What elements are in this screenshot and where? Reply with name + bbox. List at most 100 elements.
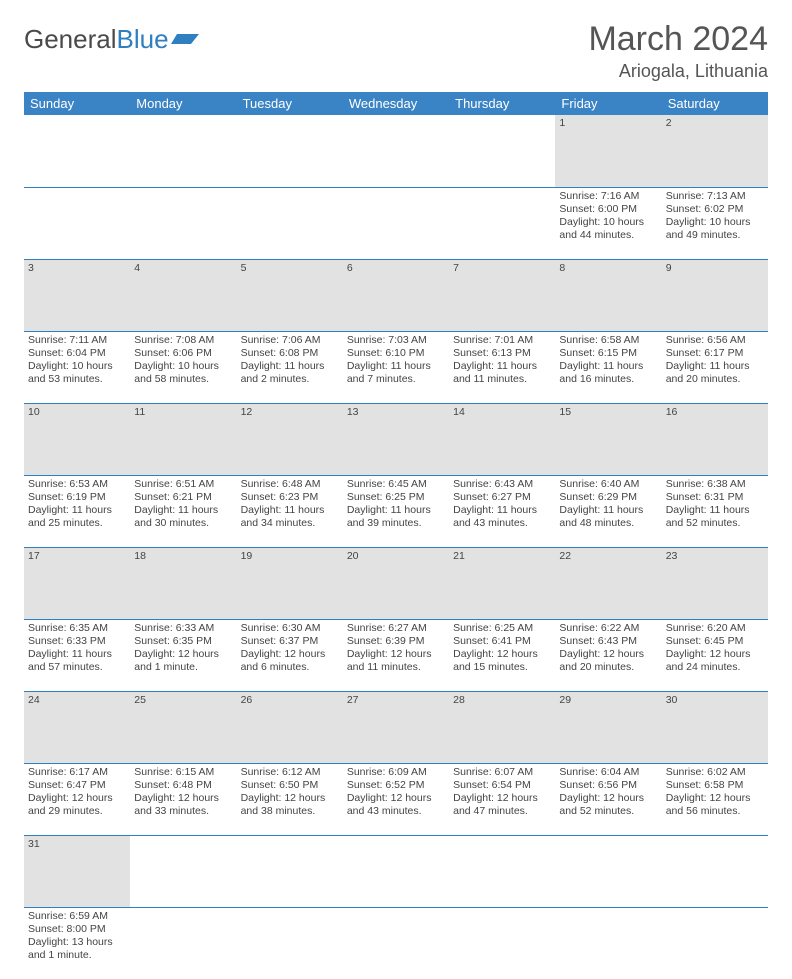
day-detail-cell: Sunrise: 6:15 AMSunset: 6:48 PMDaylight:… [130, 763, 236, 835]
detail-line: Sunrise: 6:53 AM [28, 478, 126, 491]
detail-line: Sunrise: 6:27 AM [347, 622, 445, 635]
detail-line: Sunset: 6:37 PM [241, 635, 339, 648]
detail-line: Sunrise: 7:11 AM [28, 334, 126, 347]
detail-line: Daylight: 10 hours [28, 360, 126, 373]
detail-line: Sunrise: 6:48 AM [241, 478, 339, 491]
detail-line: and 44 minutes. [559, 229, 657, 242]
day-number-cell [449, 835, 555, 907]
day-number-cell: 18 [130, 547, 236, 619]
detail-line: Daylight: 11 hours [559, 360, 657, 373]
detail-line: Daylight: 12 hours [347, 648, 445, 661]
detail-line: Daylight: 12 hours [453, 792, 551, 805]
day-number-cell: 12 [237, 403, 343, 475]
detail-line: Sunrise: 6:56 AM [666, 334, 764, 347]
day-number-row: 3456789 [24, 259, 768, 331]
detail-line: Sunset: 6:10 PM [347, 347, 445, 360]
day-detail-cell [449, 907, 555, 979]
detail-line: Daylight: 12 hours [559, 792, 657, 805]
day-number-cell: 16 [662, 403, 768, 475]
detail-line: Sunrise: 6:33 AM [134, 622, 232, 635]
day-header: Wednesday [343, 92, 449, 115]
detail-line: Sunrise: 6:02 AM [666, 766, 764, 779]
detail-line: Sunset: 6:27 PM [453, 491, 551, 504]
logo-text-1: General [24, 24, 117, 55]
day-detail-cell: Sunrise: 7:06 AMSunset: 6:08 PMDaylight:… [237, 331, 343, 403]
detail-line: and 20 minutes. [559, 661, 657, 674]
day-detail-cell: Sunrise: 6:09 AMSunset: 6:52 PMDaylight:… [343, 763, 449, 835]
day-number-cell [130, 115, 236, 187]
detail-line: Daylight: 11 hours [241, 360, 339, 373]
detail-line: Sunrise: 6:12 AM [241, 766, 339, 779]
detail-line: Sunset: 6:43 PM [559, 635, 657, 648]
day-detail-cell: Sunrise: 6:22 AMSunset: 6:43 PMDaylight:… [555, 619, 661, 691]
day-number-row: 31 [24, 835, 768, 907]
day-number-cell [343, 835, 449, 907]
day-header: Saturday [662, 92, 768, 115]
flag-icon [171, 24, 199, 55]
day-number-cell: 31 [24, 835, 130, 907]
day-number-cell [343, 115, 449, 187]
day-detail-cell: Sunrise: 6:27 AMSunset: 6:39 PMDaylight:… [343, 619, 449, 691]
detail-line: Sunrise: 6:59 AM [28, 910, 126, 923]
day-header-row: SundayMondayTuesdayWednesdayThursdayFrid… [24, 92, 768, 115]
day-number-cell: 17 [24, 547, 130, 619]
day-detail-row: Sunrise: 7:16 AMSunset: 6:00 PMDaylight:… [24, 187, 768, 259]
day-number-cell: 5 [237, 259, 343, 331]
day-number-cell [237, 835, 343, 907]
header: GeneralBlue March 2024 Ariogala, Lithuan… [24, 20, 768, 82]
day-number-cell [555, 835, 661, 907]
detail-line: Sunrise: 6:17 AM [28, 766, 126, 779]
detail-line: Sunrise: 7:06 AM [241, 334, 339, 347]
detail-line: Sunrise: 6:04 AM [559, 766, 657, 779]
detail-line: and 43 minutes. [347, 805, 445, 818]
day-number-cell: 9 [662, 259, 768, 331]
day-number-cell: 24 [24, 691, 130, 763]
detail-line: Daylight: 13 hours [28, 936, 126, 949]
day-number-cell: 8 [555, 259, 661, 331]
detail-line: and 49 minutes. [666, 229, 764, 242]
detail-line: Daylight: 10 hours [559, 216, 657, 229]
day-header: Sunday [24, 92, 130, 115]
detail-line: Daylight: 12 hours [666, 648, 764, 661]
day-detail-cell: Sunrise: 6:07 AMSunset: 6:54 PMDaylight:… [449, 763, 555, 835]
detail-line: Daylight: 11 hours [453, 360, 551, 373]
day-number-cell [662, 835, 768, 907]
day-number-cell: 11 [130, 403, 236, 475]
day-detail-cell: Sunrise: 6:53 AMSunset: 6:19 PMDaylight:… [24, 475, 130, 547]
day-detail-cell [24, 187, 130, 259]
detail-line: Sunset: 6:41 PM [453, 635, 551, 648]
detail-line: Sunrise: 6:40 AM [559, 478, 657, 491]
detail-line: Daylight: 12 hours [559, 648, 657, 661]
day-number-row: 17181920212223 [24, 547, 768, 619]
detail-line: Daylight: 12 hours [241, 792, 339, 805]
detail-line: Daylight: 12 hours [666, 792, 764, 805]
detail-line: Sunrise: 6:51 AM [134, 478, 232, 491]
day-header: Friday [555, 92, 661, 115]
detail-line: Sunset: 6:33 PM [28, 635, 126, 648]
day-number-cell [449, 115, 555, 187]
detail-line: Sunset: 8:00 PM [28, 923, 126, 936]
day-number-cell: 19 [237, 547, 343, 619]
detail-line: Daylight: 12 hours [241, 648, 339, 661]
detail-line: Sunrise: 6:22 AM [559, 622, 657, 635]
detail-line: Daylight: 11 hours [347, 360, 445, 373]
detail-line: Daylight: 11 hours [666, 504, 764, 517]
day-detail-cell: Sunrise: 6:58 AMSunset: 6:15 PMDaylight:… [555, 331, 661, 403]
day-detail-cell [130, 907, 236, 979]
day-detail-cell [662, 907, 768, 979]
detail-line: Daylight: 11 hours [28, 504, 126, 517]
detail-line: and 33 minutes. [134, 805, 232, 818]
day-number-cell: 28 [449, 691, 555, 763]
day-detail-cell: Sunrise: 6:43 AMSunset: 6:27 PMDaylight:… [449, 475, 555, 547]
day-detail-cell: Sunrise: 6:56 AMSunset: 6:17 PMDaylight:… [662, 331, 768, 403]
detail-line: Daylight: 11 hours [28, 648, 126, 661]
detail-line: Sunrise: 6:25 AM [453, 622, 551, 635]
detail-line: Sunrise: 7:13 AM [666, 190, 764, 203]
detail-line: and 1 minute. [134, 661, 232, 674]
detail-line: and 1 minute. [28, 949, 126, 962]
detail-line: Sunrise: 6:09 AM [347, 766, 445, 779]
detail-line: Sunrise: 6:07 AM [453, 766, 551, 779]
day-detail-cell: Sunrise: 6:48 AMSunset: 6:23 PMDaylight:… [237, 475, 343, 547]
day-number-cell: 15 [555, 403, 661, 475]
detail-line: Daylight: 10 hours [134, 360, 232, 373]
